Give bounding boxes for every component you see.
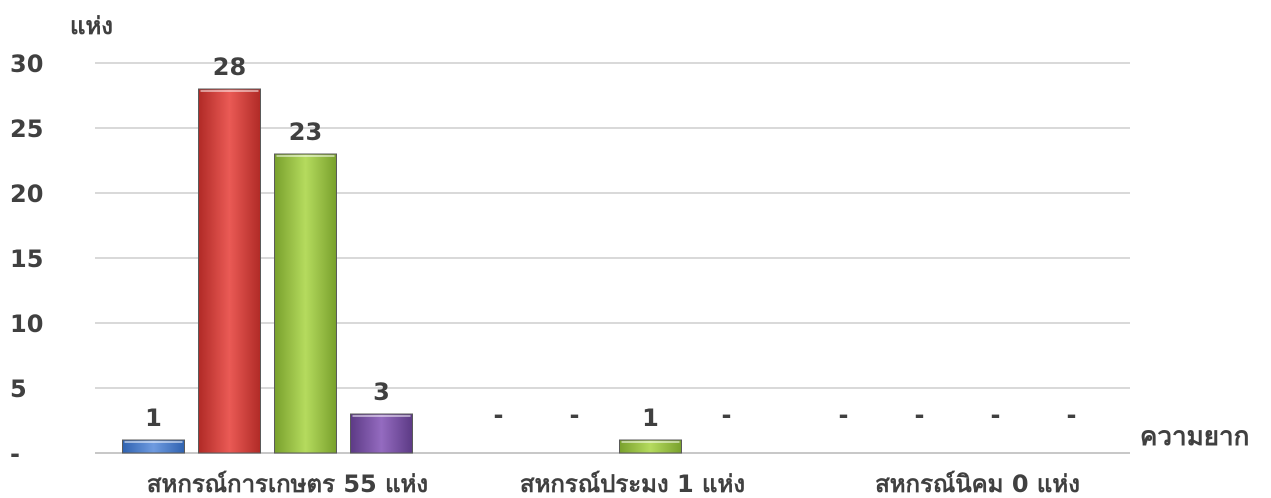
- x-axis-label: ความยาก: [1140, 422, 1249, 452]
- bar: [122, 439, 185, 454]
- y-tick-label: 20: [10, 180, 43, 208]
- data-label: -: [722, 401, 732, 429]
- data-label: 23: [289, 118, 322, 146]
- data-label: 1: [642, 404, 659, 432]
- data-label: 3: [373, 378, 390, 406]
- data-label: -: [991, 401, 1001, 429]
- category-label: สหกรณ์ประมง 1 แห่ง: [520, 470, 745, 498]
- bars: [122, 88, 682, 454]
- y-tick-label: 25: [10, 115, 43, 143]
- bar: [198, 88, 261, 454]
- y-tick-label: 30: [10, 50, 43, 78]
- bar-highlight: [200, 90, 259, 92]
- y-tick-label: -: [10, 440, 20, 468]
- bar: [274, 153, 337, 454]
- bar-highlight: [276, 155, 335, 157]
- category-label: สหกรณ์การเกษตร 55 แห่ง: [147, 470, 428, 498]
- y-tick-label: 15: [10, 245, 43, 273]
- data-label: -: [915, 401, 925, 429]
- y-tick-label: 10: [10, 310, 43, 338]
- bar: [350, 413, 413, 454]
- bar-highlight: [352, 415, 411, 417]
- bar-highlight: [124, 441, 183, 443]
- data-label: -: [1067, 401, 1077, 429]
- gridlines: [95, 62, 1130, 454]
- y-axis-ticks: - 5 10 15 20 25 30: [10, 50, 43, 468]
- category-label: สหกรณ์นิคม 0 แห่ง: [875, 470, 1080, 498]
- data-label: 28: [213, 53, 246, 81]
- data-label: -: [570, 401, 580, 429]
- y-axis-label: แห่ง: [70, 12, 113, 40]
- data-label: -: [494, 401, 504, 429]
- bar-highlight: [621, 441, 680, 443]
- y-tick-label: 5: [10, 375, 27, 403]
- data-label: 1: [145, 404, 162, 432]
- category-labels: สหกรณ์การเกษตร 55 แห่ง สหกรณ์ประมง 1 แห่ง…: [147, 470, 1080, 498]
- bar: [619, 439, 682, 454]
- data-labels: 1 28 23 3 - - 1 - - - - -: [145, 53, 1076, 432]
- data-label: -: [839, 401, 849, 429]
